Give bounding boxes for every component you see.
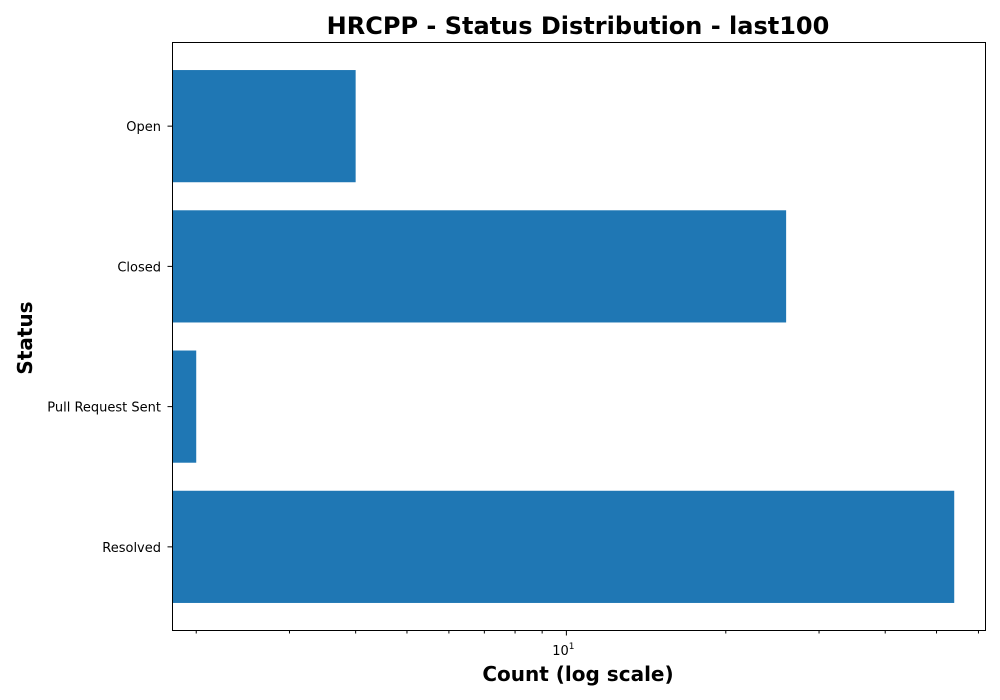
plot-frame <box>172 42 986 631</box>
y-axis-label: Status <box>13 301 37 374</box>
bar-pull-request-sent <box>172 350 197 463</box>
y-tick-label: Resolved <box>102 541 161 556</box>
x-tick-label: 101 <box>552 642 574 659</box>
bar-resolved <box>172 490 955 603</box>
y-tick-label: Pull Request Sent <box>47 401 161 416</box>
y-tick-label: Closed <box>117 260 161 275</box>
chart-title: HRCPP - Status Distribution - last100 <box>327 12 830 40</box>
x-ticks-group: 101 <box>195 631 979 659</box>
bar-open <box>172 70 356 183</box>
bar-closed <box>172 210 787 323</box>
x-axis-label: Count (log scale) <box>482 662 673 686</box>
y-ticks-group: Open Closed Pull Request Sent Resolved <box>47 120 172 556</box>
bars-group <box>172 70 955 603</box>
y-tick-label: Open <box>126 120 161 135</box>
